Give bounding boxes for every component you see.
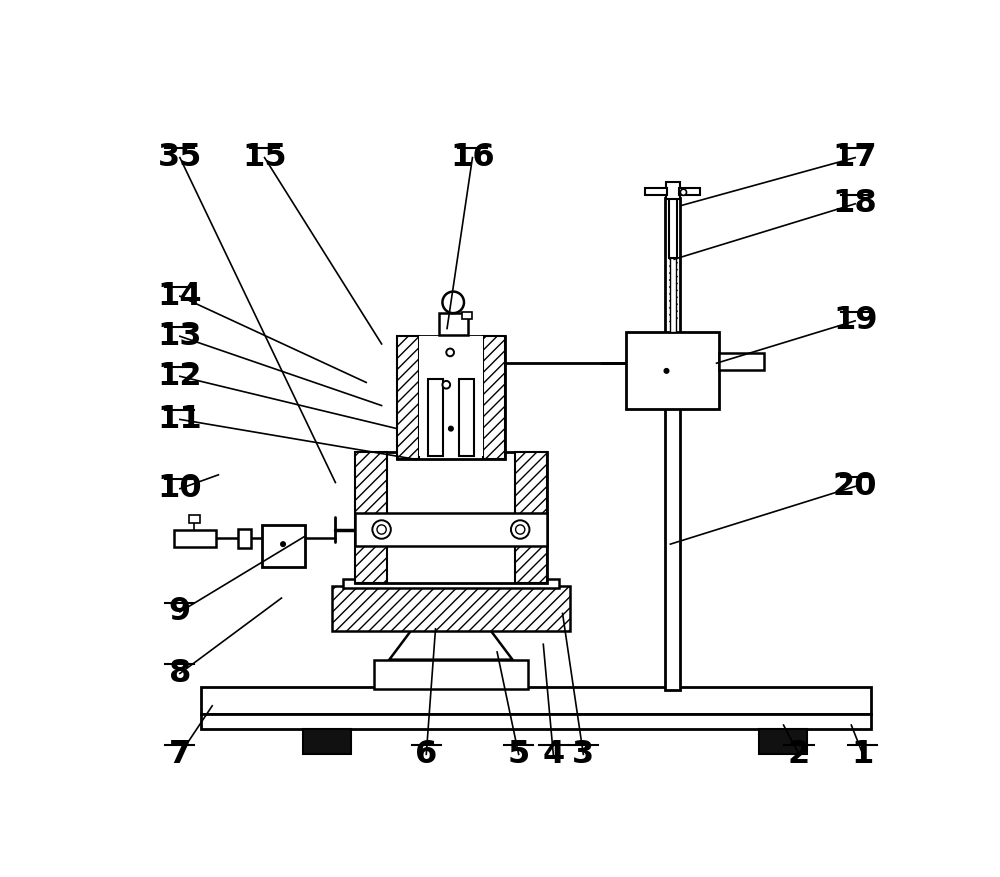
Text: 17: 17 [833,142,877,173]
Bar [397,336,505,460]
Text: 12: 12 [158,360,202,392]
Circle shape [442,381,450,389]
Bar [459,379,474,455]
Bar [201,687,871,714]
Circle shape [511,520,529,538]
Text: 18: 18 [833,189,878,219]
Circle shape [449,426,453,431]
Bar [515,452,547,582]
Circle shape [281,542,285,546]
Text: 16: 16 [450,142,495,173]
Text: 4: 4 [542,738,564,770]
Text: 8: 8 [169,658,191,689]
Text: 2: 2 [788,738,810,770]
Bar [665,197,680,690]
Bar [462,311,472,319]
Bar [666,182,680,199]
Bar [355,513,547,545]
Bar [355,452,387,582]
Text: 11: 11 [157,404,202,435]
Circle shape [664,368,669,374]
Text: 20: 20 [833,471,877,502]
Circle shape [372,520,391,538]
Bar [189,515,200,523]
Bar [374,660,528,689]
Bar [238,529,251,548]
Bar [669,197,677,258]
Bar [397,336,419,460]
Bar [645,188,666,196]
Text: 1: 1 [852,738,874,770]
Text: 35: 35 [158,142,202,173]
Bar [262,525,305,567]
Bar [419,336,483,455]
Polygon shape [389,629,512,660]
Bar [303,729,351,753]
Bar [428,379,443,455]
Text: 9: 9 [169,596,191,627]
Bar [759,729,807,753]
Circle shape [680,189,687,196]
Bar [439,313,468,335]
Text: 6: 6 [415,738,437,770]
Text: 19: 19 [833,305,877,337]
Circle shape [516,525,525,534]
Text: 15: 15 [242,142,287,173]
Circle shape [377,525,386,534]
Bar [174,531,216,547]
Circle shape [442,291,464,313]
Bar [719,353,764,370]
Text: 14: 14 [158,281,202,311]
Text: 7: 7 [169,738,191,770]
Bar [332,587,570,631]
Bar [343,579,559,588]
Bar [670,255,676,332]
Text: 13: 13 [158,321,202,352]
Text: 5: 5 [508,738,530,770]
Bar [483,336,505,460]
Bar [626,332,719,410]
Circle shape [446,348,454,356]
Text: 3: 3 [572,738,594,770]
Bar [201,714,871,729]
Bar [679,188,700,196]
Bar [355,452,547,582]
Text: 10: 10 [158,474,202,504]
